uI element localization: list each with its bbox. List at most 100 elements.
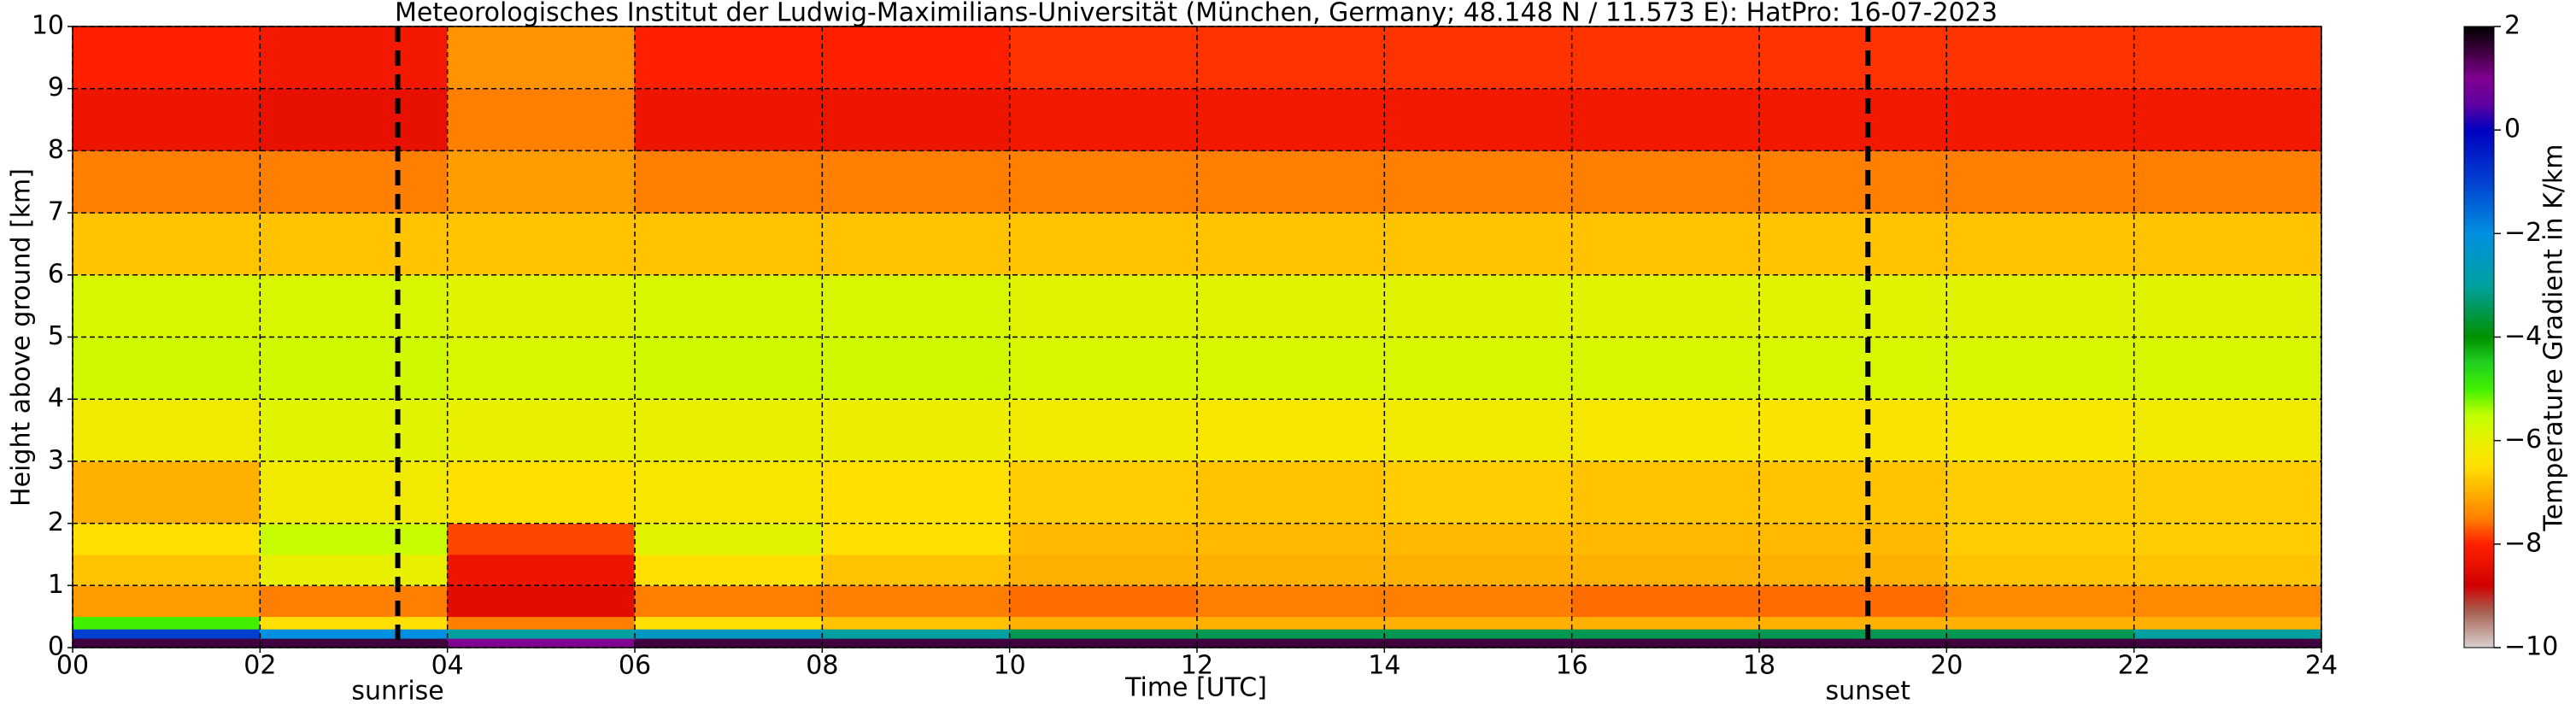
heatmap-cell xyxy=(1571,88,1760,151)
heatmap-cell xyxy=(2133,637,2322,648)
heatmap-cell xyxy=(1571,212,1760,276)
heatmap-cell xyxy=(821,398,1011,462)
heatmap-cell xyxy=(447,398,636,462)
heatmap-cell xyxy=(1758,150,1947,214)
heatmap-cell xyxy=(821,554,1011,586)
heatmap-cell xyxy=(1383,88,1573,151)
heatmap-cell xyxy=(1571,150,1760,214)
heatmap-cell xyxy=(72,628,261,639)
heatmap-cell xyxy=(1571,461,1760,525)
heatmap-cell xyxy=(1383,274,1573,337)
heatmap-cell xyxy=(1196,26,1385,90)
heatmap-cell xyxy=(447,150,636,214)
heatmap-cell xyxy=(447,584,636,618)
heatmap-cell xyxy=(634,88,823,151)
heatmap-cell xyxy=(1758,26,1947,90)
heatmap-cell xyxy=(1945,628,2135,639)
heatmap-cell xyxy=(1571,584,1760,618)
heatmap-cell xyxy=(259,616,449,630)
heatmap-cell xyxy=(2133,628,2322,639)
x-tick-label: 14 xyxy=(1368,651,1400,681)
heatmap-cell xyxy=(447,337,636,400)
heatmap-cell xyxy=(72,88,261,151)
heatmap-cell xyxy=(72,616,261,630)
heatmap-cell xyxy=(1009,584,1198,618)
heatmap-cell xyxy=(821,584,1011,618)
heatmap-cell xyxy=(634,628,823,639)
heatmap-cell xyxy=(1009,628,1198,639)
heatmap-cell xyxy=(2133,88,2322,151)
y-tick-label: 5 xyxy=(48,321,64,351)
colorbar-tick-label: −10 xyxy=(2504,632,2558,662)
heatmap-cell xyxy=(1945,584,2135,618)
heatmap-cell xyxy=(634,523,823,555)
heatmap-cell xyxy=(2133,150,2322,214)
heatmap-cell xyxy=(259,26,449,90)
heatmap-cell xyxy=(821,88,1011,151)
y-tick-label: 7 xyxy=(48,197,64,227)
heatmap-cell xyxy=(1571,616,1760,630)
heatmap-cell xyxy=(1945,461,2135,525)
heatmap-cell xyxy=(259,628,449,639)
heatmap-cell xyxy=(821,637,1011,648)
heatmap-cell xyxy=(1758,212,1947,276)
colorbar-tick-label: 0 xyxy=(2504,114,2520,144)
heatmap-cell xyxy=(634,398,823,462)
y-tick-label: 4 xyxy=(48,384,64,414)
heatmap-cell xyxy=(1383,637,1573,648)
heatmap-cell xyxy=(1571,274,1760,337)
heatmap-cell xyxy=(1945,523,2135,555)
heatmap-cell xyxy=(1196,274,1385,337)
heatmap-cell xyxy=(634,26,823,90)
heatmap-cell xyxy=(821,616,1011,630)
colorbar-label: Temperature Gradient in K/km xyxy=(2539,144,2569,532)
heatmap-cell xyxy=(1383,337,1573,400)
heatmap-cell xyxy=(1009,150,1198,214)
heatmap-cell xyxy=(1383,26,1573,90)
heatmap-cell xyxy=(1009,337,1198,400)
heatmap-cell xyxy=(821,26,1011,90)
heatmap-cell xyxy=(447,637,636,648)
heatmap-cell xyxy=(447,628,636,639)
heatmap-cell xyxy=(1196,398,1385,462)
heatmap-cell xyxy=(1009,554,1198,586)
y-tick-label: 8 xyxy=(48,135,64,165)
heatmap-cell xyxy=(1945,637,2135,648)
heatmap-cell xyxy=(2133,26,2322,90)
colorbar-tick-label: −8 xyxy=(2504,528,2542,558)
heatmap-cell xyxy=(2133,212,2322,276)
heatmap-cell xyxy=(1571,628,1760,639)
heatmap-cell xyxy=(634,274,823,337)
heatmap-cell xyxy=(1758,88,1947,151)
y-tick-label: 3 xyxy=(48,445,64,475)
y-tick-label: 6 xyxy=(48,259,64,289)
x-axis-label: Time [UTC] xyxy=(1124,673,1267,703)
annotation-label: sunset xyxy=(1825,677,1910,704)
heatmap-cell xyxy=(259,637,449,648)
heatmap-cell xyxy=(1196,150,1385,214)
heatmap-cell xyxy=(1571,523,1760,555)
x-tick-label: 00 xyxy=(56,651,89,681)
y-tick-label: 10 xyxy=(32,11,64,41)
heatmap-cell xyxy=(1758,584,1947,618)
plot-frame xyxy=(72,26,2322,648)
heatmap-cell xyxy=(259,554,449,586)
heatmap-cell xyxy=(634,212,823,276)
heatmap-cell xyxy=(1571,554,1760,586)
heatmap-cell xyxy=(1758,523,1947,555)
heatmap-cell xyxy=(821,150,1011,214)
chart-title: Meteorologisches Institut der Ludwig-Max… xyxy=(395,0,1998,28)
y-axis-label: Height above ground [km] xyxy=(7,168,37,507)
heatmap-cell xyxy=(1571,398,1760,462)
heatmap-cell xyxy=(72,26,261,90)
heatmap-cell xyxy=(1945,88,2135,151)
y-tick-label: 9 xyxy=(48,73,64,103)
heatmap-cell xyxy=(2133,337,2322,400)
heatmap-cell xyxy=(2133,584,2322,618)
heatmap-cell xyxy=(821,523,1011,555)
heatmap-cell xyxy=(259,150,449,214)
x-tick-label: 22 xyxy=(2118,651,2151,681)
heatmap-cell xyxy=(259,584,449,618)
heatmap-cell xyxy=(1571,637,1760,648)
